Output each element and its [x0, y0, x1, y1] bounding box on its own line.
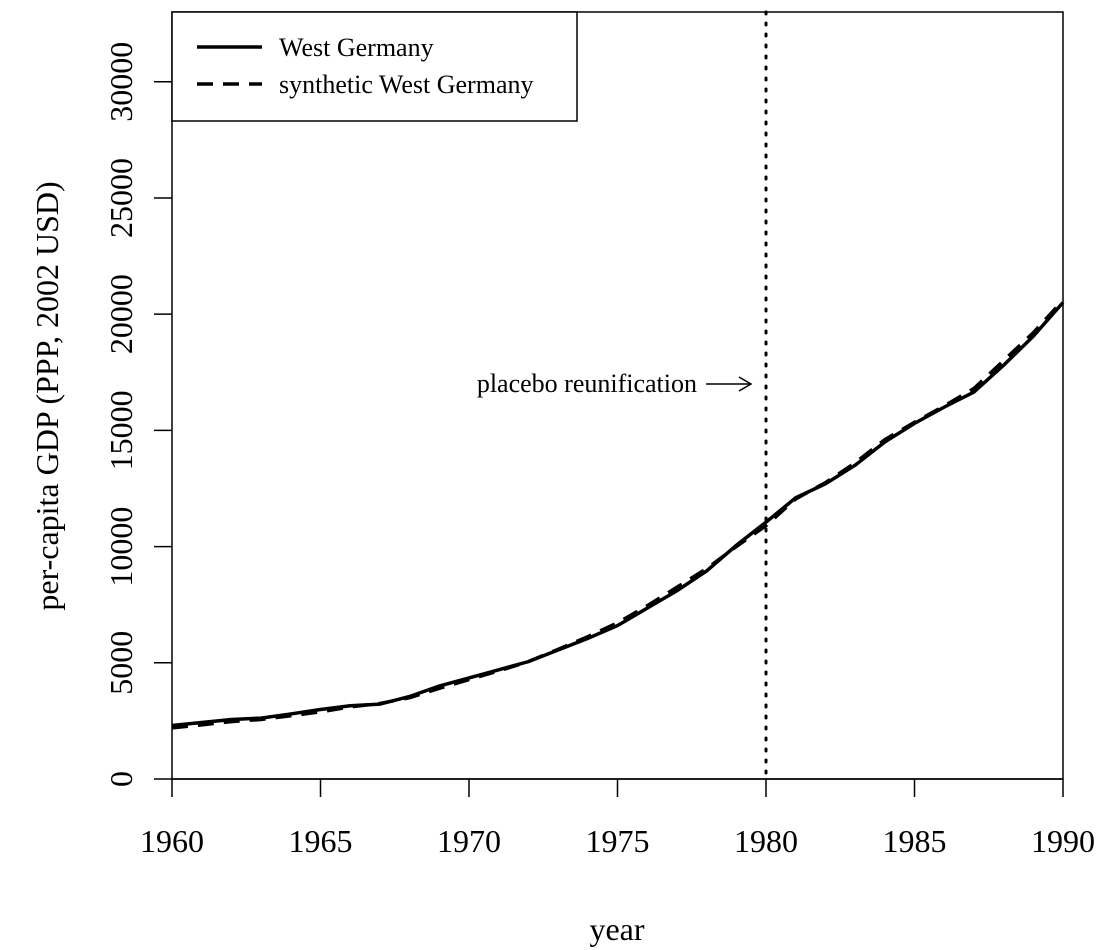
- y-tick-label: 25000: [103, 158, 139, 238]
- x-tick-label: 1975: [586, 823, 650, 859]
- y-tick-label: 0: [103, 771, 139, 787]
- annotation: placebo reunification: [477, 369, 697, 398]
- y-tick-label: 5000: [103, 631, 139, 695]
- annotation-arrowhead: [738, 376, 753, 392]
- y-axis-label: per-capita GDP (PPP, 2002 USD): [29, 181, 65, 610]
- y-tick-label: 20000: [103, 274, 139, 354]
- x-tick-label: 1970: [437, 823, 501, 859]
- y-tick-label: 15000: [103, 390, 139, 470]
- legend-box: [171, 11, 578, 122]
- x-tick-label: 1990: [1031, 823, 1095, 859]
- y-tick-label: 10000: [103, 507, 139, 587]
- legend-label: synthetic West Germany: [279, 70, 533, 99]
- x-tick-label: 1960: [140, 823, 204, 859]
- x-axis-label: year: [589, 911, 644, 947]
- x-tick-label: 1965: [289, 823, 353, 859]
- x-tick-label: 1985: [883, 823, 947, 859]
- x-tick-label: 1980: [734, 823, 798, 859]
- series-line: [171, 299, 1065, 730]
- y-tick-label: 30000: [103, 42, 139, 122]
- series-line: [171, 301, 1065, 728]
- legend-label: West Germany: [279, 33, 434, 62]
